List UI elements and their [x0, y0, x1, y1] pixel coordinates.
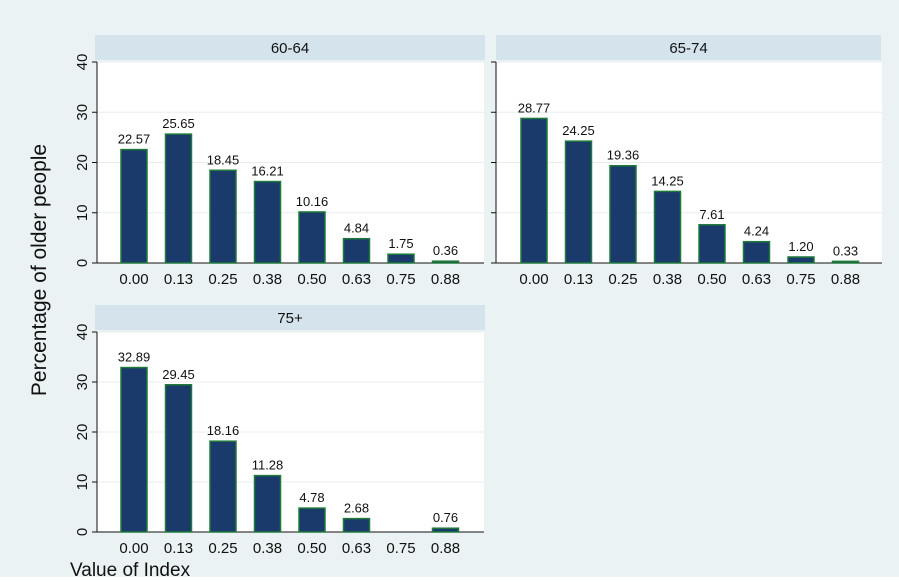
- bar: [209, 169, 237, 264]
- x-tick-label: 0.38: [253, 540, 282, 557]
- bar: [787, 256, 815, 264]
- y-tick-label: 20: [74, 154, 91, 171]
- x-tick-label: 0.13: [164, 540, 193, 557]
- bar: [387, 253, 415, 264]
- bar: [253, 474, 282, 533]
- x-tick-label: 0.75: [386, 271, 415, 288]
- x-axis-title: Value of Index: [70, 560, 191, 577]
- data-label: 18.45: [207, 152, 240, 167]
- x-tick-label: 0.88: [431, 540, 460, 557]
- panel-65-74: 65-74 28.77 0.00 24.25 0.13 19.36 0.25 14.25 0.3…: [491, 35, 882, 288]
- bar: [520, 117, 548, 264]
- data-label: 0.33: [833, 243, 858, 258]
- x-tick-label: 0.88: [831, 271, 860, 288]
- bar: [564, 140, 593, 264]
- x-tick-label: 0.00: [119, 271, 148, 288]
- x-tick-label: 0.50: [697, 271, 726, 288]
- x-tick-label: 0.50: [297, 271, 326, 288]
- y-tick-label: 30: [74, 104, 91, 121]
- y-axis-title: Percentage of older people: [28, 144, 51, 396]
- data-label: 2.68: [344, 501, 369, 516]
- bar: [120, 148, 148, 264]
- bar: [342, 237, 371, 264]
- panel-title: 65-74: [669, 40, 707, 57]
- data-label: 19.36: [607, 148, 640, 163]
- data-label: 28.77: [518, 100, 551, 115]
- x-tick-label: 0.38: [653, 271, 682, 288]
- bar: [342, 517, 371, 533]
- y-tick-label: 0: [74, 259, 91, 267]
- data-label: 4.84: [344, 221, 369, 236]
- y-tick-label: 10: [74, 474, 91, 491]
- panels-layer: 60-64 0 10 20 30 40 22.57 0.00 25.65 0.13 18.45 0.2…: [74, 35, 882, 557]
- x-tick-label: 0.13: [564, 271, 593, 288]
- data-label: 1.75: [388, 236, 413, 251]
- bar: [164, 133, 193, 264]
- panel-75+: 75+ 0 10 20 30 40 32.89 0.00 29.45 0.13 18.16 0.25 1…: [74, 305, 485, 557]
- y-tick-label: 30: [74, 374, 91, 391]
- y-tick-label: 10: [74, 204, 91, 221]
- y-tick-label: 40: [74, 324, 91, 341]
- x-tick-label: 0.63: [342, 540, 371, 557]
- data-label: 7.61: [699, 207, 724, 222]
- bar: [298, 507, 326, 533]
- data-label: 0.76: [433, 510, 458, 525]
- data-label: 11.28: [252, 458, 284, 473]
- data-label: 32.89: [118, 350, 151, 365]
- x-tick-label: 0.63: [742, 271, 771, 288]
- x-tick-label: 0.25: [608, 271, 637, 288]
- data-label: 1.20: [788, 239, 813, 254]
- data-label: 29.45: [162, 367, 195, 382]
- bar: [609, 164, 637, 264]
- panel-strip: [496, 35, 881, 60]
- data-label: 16.21: [251, 164, 284, 179]
- panel-title: 60-64: [271, 40, 309, 57]
- panel-60-64: 60-64 0 10 20 30 40 22.57 0.00 25.65 0.13 18.45 0.2…: [74, 35, 485, 288]
- x-tick-label: 0.25: [208, 271, 237, 288]
- bar: [653, 190, 682, 264]
- bar: [253, 180, 282, 264]
- data-label: 10.16: [296, 194, 329, 209]
- data-label: 25.65: [162, 116, 195, 131]
- data-label: 22.57: [118, 132, 151, 147]
- y-tick-label: 0: [74, 528, 91, 536]
- bar: [431, 527, 460, 533]
- bar: [120, 366, 148, 533]
- bar: [209, 440, 237, 533]
- bar: [298, 211, 326, 264]
- bar: [698, 224, 726, 264]
- bar: [164, 384, 193, 533]
- x-tick-label: 0.75: [786, 271, 815, 288]
- x-tick-label: 0.88: [431, 271, 460, 288]
- x-tick-label: 0.75: [386, 540, 415, 557]
- data-label: 4.24: [744, 224, 769, 239]
- x-tick-label: 0.63: [342, 271, 371, 288]
- data-label: 18.16: [207, 423, 240, 438]
- bar: [742, 240, 771, 264]
- x-tick-label: 0.00: [119, 540, 148, 557]
- x-tick-label: 0.38: [253, 271, 282, 288]
- y-tick-label: 40: [74, 54, 91, 71]
- bar: [431, 260, 460, 264]
- panel-title: 75+: [277, 310, 303, 327]
- data-label: 24.25: [562, 123, 595, 138]
- data-label: 14.25: [651, 173, 684, 188]
- x-tick-label: 0.00: [519, 271, 548, 288]
- data-label: 4.78: [299, 490, 324, 505]
- y-tick-label: 20: [74, 424, 91, 441]
- x-tick-label: 0.25: [208, 540, 237, 557]
- bar: [831, 260, 860, 264]
- panel-strip: [95, 305, 485, 330]
- data-label: 0.36: [433, 243, 458, 258]
- x-tick-label: 0.50: [297, 540, 326, 557]
- panel-strip: [95, 35, 485, 60]
- x-tick-label: 0.13: [164, 271, 193, 288]
